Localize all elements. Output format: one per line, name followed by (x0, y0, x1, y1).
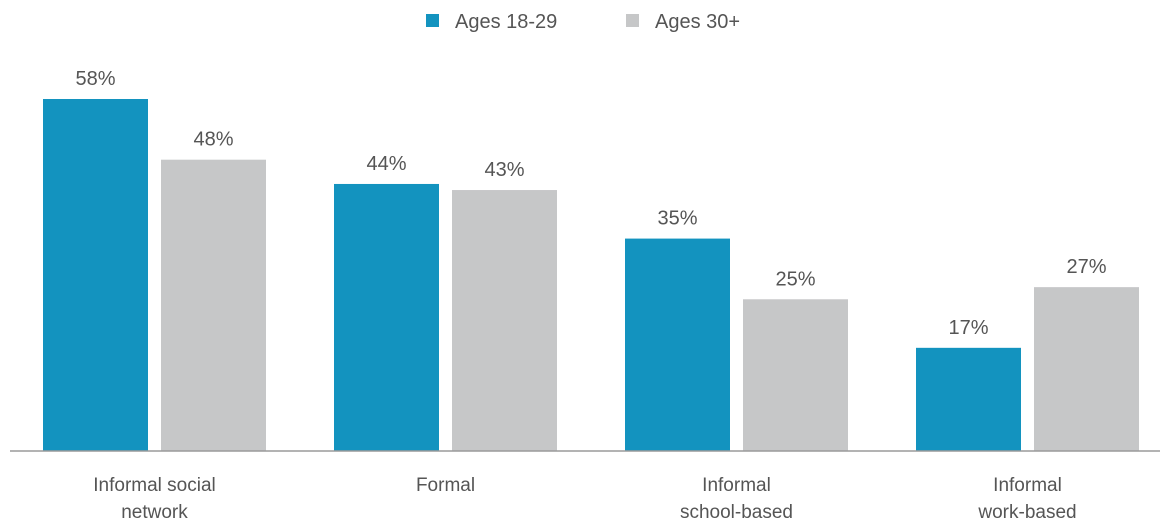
legend: Ages 18-29 Ages 30+ (426, 11, 740, 33)
legend-label-ages-18-29: Ages 18-29 (455, 11, 557, 33)
legend-swatch-ages-30-plus (626, 14, 639, 27)
category-label-informal-work-based: Informal work-based (977, 475, 1076, 523)
legend-swatch-ages-18-29 (426, 14, 439, 27)
value-label-formal-ages-18-29: 44% (366, 153, 406, 175)
value-label-informal-work-based-ages-30-plus: 27% (1066, 256, 1106, 278)
category-labels-group: Informal social network Formal Informal scho… (93, 475, 1076, 523)
bar-informal-school-based-ages-30-plus (743, 299, 848, 451)
value-label-informal-social-network-ages-18-29: 58% (75, 68, 115, 90)
bar-formal-ages-30-plus (452, 190, 557, 451)
bar-informal-work-based-ages-18-29 (916, 347, 1021, 451)
value-label-formal-ages-30-plus: 43% (484, 159, 524, 181)
bar-informal-social-network-ages-18-29 (43, 99, 148, 451)
bars-group (43, 99, 1139, 452)
legend-label-ages-30-plus: Ages 30+ (655, 11, 740, 33)
bar-informal-social-network-ages-30-plus (161, 159, 266, 452)
value-label-informal-school-based-ages-18-29: 35% (657, 208, 697, 230)
value-label-informal-social-network-ages-30-plus: 48% (193, 129, 233, 151)
category-label-informal-school-based: Informal school-based (680, 475, 793, 523)
bar-informal-work-based-ages-30-plus (1034, 287, 1139, 451)
bar-formal-ages-18-29 (334, 183, 439, 451)
category-label-formal: Formal (416, 475, 475, 496)
value-label-informal-work-based-ages-18-29: 17% (948, 317, 988, 339)
category-label-informal-social-network: Informal social network (93, 475, 216, 523)
bar-informal-school-based-ages-18-29 (625, 238, 730, 451)
value-labels-group: 58% 48% 44% 43% 35% 25% 17% 27% (75, 68, 1106, 339)
value-label-informal-school-based-ages-30-plus: 25% (775, 268, 815, 290)
